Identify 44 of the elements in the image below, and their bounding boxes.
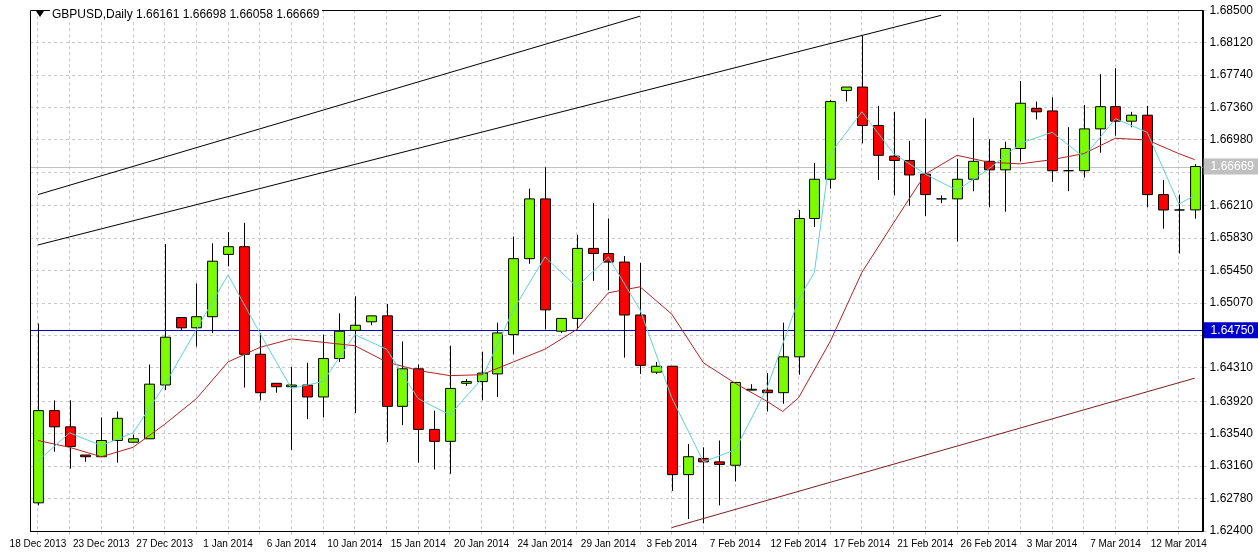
y-tick-label: 1.63920 bbox=[1209, 393, 1254, 408]
x-tick-label: 20 Jan 2014 bbox=[454, 537, 510, 549]
y-tick-label: 1.65830 bbox=[1209, 230, 1254, 245]
chart-title: GBPUSD,Daily 1.66161 1.66698 1.66058 1.66669 bbox=[50, 7, 322, 21]
y-tick-label: 1.66980 bbox=[1209, 132, 1254, 147]
y-tick-label: 1.63160 bbox=[1209, 458, 1254, 473]
y-tick-label: 1.65070 bbox=[1209, 295, 1254, 310]
x-tick-label: 10 Jan 2014 bbox=[327, 537, 383, 549]
x-tick-label: 3 Mar 2014 bbox=[1026, 537, 1078, 549]
x-tick-label: 24 Jan 2014 bbox=[517, 537, 573, 549]
x-tick-label: 1 Jan 2014 bbox=[203, 537, 254, 549]
x-tick-label: 23 Dec 2013 bbox=[72, 537, 131, 549]
y-tick-label: 1.66210 bbox=[1209, 198, 1254, 213]
candlestick bbox=[65, 399, 76, 470]
x-tick-label: 12 Mar 2014 bbox=[1150, 537, 1208, 549]
ref-line-label: 1.66669 bbox=[1210, 158, 1255, 173]
x-tick-label: 6 Jan 2014 bbox=[266, 537, 317, 549]
candlestick bbox=[1174, 194, 1185, 255]
ref-line-label: 1.64750 bbox=[1210, 322, 1255, 337]
x-tick-label: 7 Feb 2014 bbox=[709, 537, 761, 549]
y-tick-label: 1.67360 bbox=[1209, 99, 1254, 114]
x-tick-label: 18 Dec 2013 bbox=[9, 537, 67, 549]
y-tick-label: 1.68500 bbox=[1209, 2, 1254, 17]
y-tick-label: 1.68120 bbox=[1209, 34, 1254, 49]
y-tick-label: 1.65450 bbox=[1209, 262, 1254, 277]
candlestick bbox=[1063, 126, 1074, 192]
candlestick bbox=[1110, 67, 1121, 137]
x-tick-label: 21 Feb 2014 bbox=[897, 537, 954, 549]
candlestick bbox=[223, 231, 234, 267]
y-tick-label: 1.62400 bbox=[1209, 523, 1254, 538]
x-tick-label: 17 Feb 2014 bbox=[833, 537, 891, 549]
x-tick-label: 7 Mar 2014 bbox=[1090, 537, 1142, 549]
x-tick-label: 3 Feb 2014 bbox=[646, 537, 698, 549]
x-tick-label: 27 Dec 2013 bbox=[136, 537, 194, 549]
candlestick bbox=[603, 218, 614, 291]
y-tick-label: 1.67740 bbox=[1209, 67, 1254, 82]
x-tick-label: 15 Jan 2014 bbox=[390, 537, 447, 549]
x-tick-label: 29 Jan 2014 bbox=[580, 537, 637, 549]
y-tick-label: 1.64310 bbox=[1209, 360, 1254, 375]
y-tick-label: 1.63540 bbox=[1209, 425, 1254, 440]
x-tick-label: 12 Feb 2014 bbox=[770, 537, 828, 549]
candlestick bbox=[714, 440, 725, 506]
y-tick-label: 1.62780 bbox=[1209, 490, 1254, 505]
x-tick-label: 26 Feb 2014 bbox=[960, 537, 1018, 549]
